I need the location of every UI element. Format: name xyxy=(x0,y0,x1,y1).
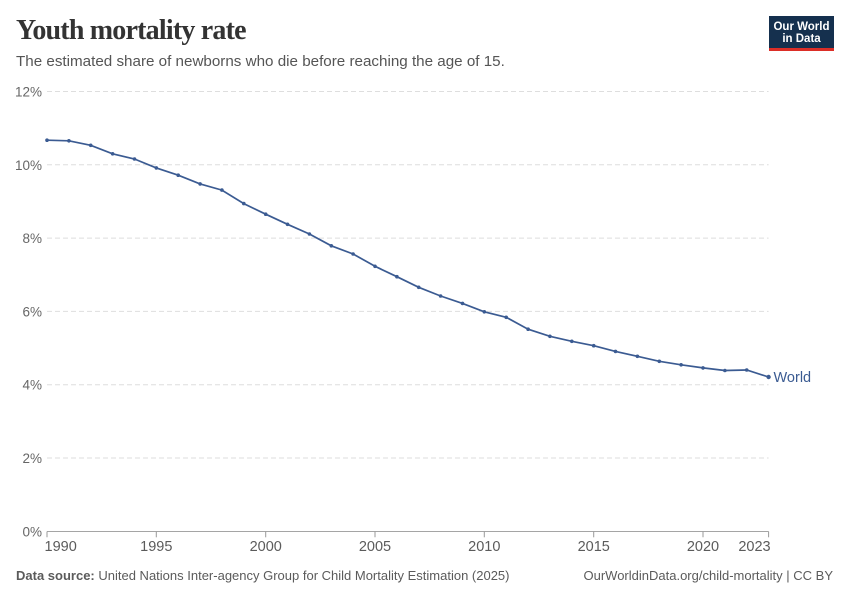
svg-text:2005: 2005 xyxy=(359,539,391,555)
svg-text:8%: 8% xyxy=(22,231,42,246)
svg-text:2000: 2000 xyxy=(250,539,282,555)
svg-text:2020: 2020 xyxy=(687,539,719,555)
svg-text:2023: 2023 xyxy=(738,539,770,555)
svg-text:10%: 10% xyxy=(15,158,42,173)
svg-text:12%: 12% xyxy=(15,85,42,100)
svg-text:2%: 2% xyxy=(22,451,42,466)
svg-text:6%: 6% xyxy=(22,304,42,319)
svg-text:0%: 0% xyxy=(22,525,42,540)
svg-text:2010: 2010 xyxy=(468,539,500,555)
svg-text:2015: 2015 xyxy=(578,539,610,555)
svg-text:1995: 1995 xyxy=(140,539,172,555)
svg-text:4%: 4% xyxy=(22,378,42,393)
svg-text:World: World xyxy=(774,370,812,386)
svg-text:1990: 1990 xyxy=(45,539,77,555)
